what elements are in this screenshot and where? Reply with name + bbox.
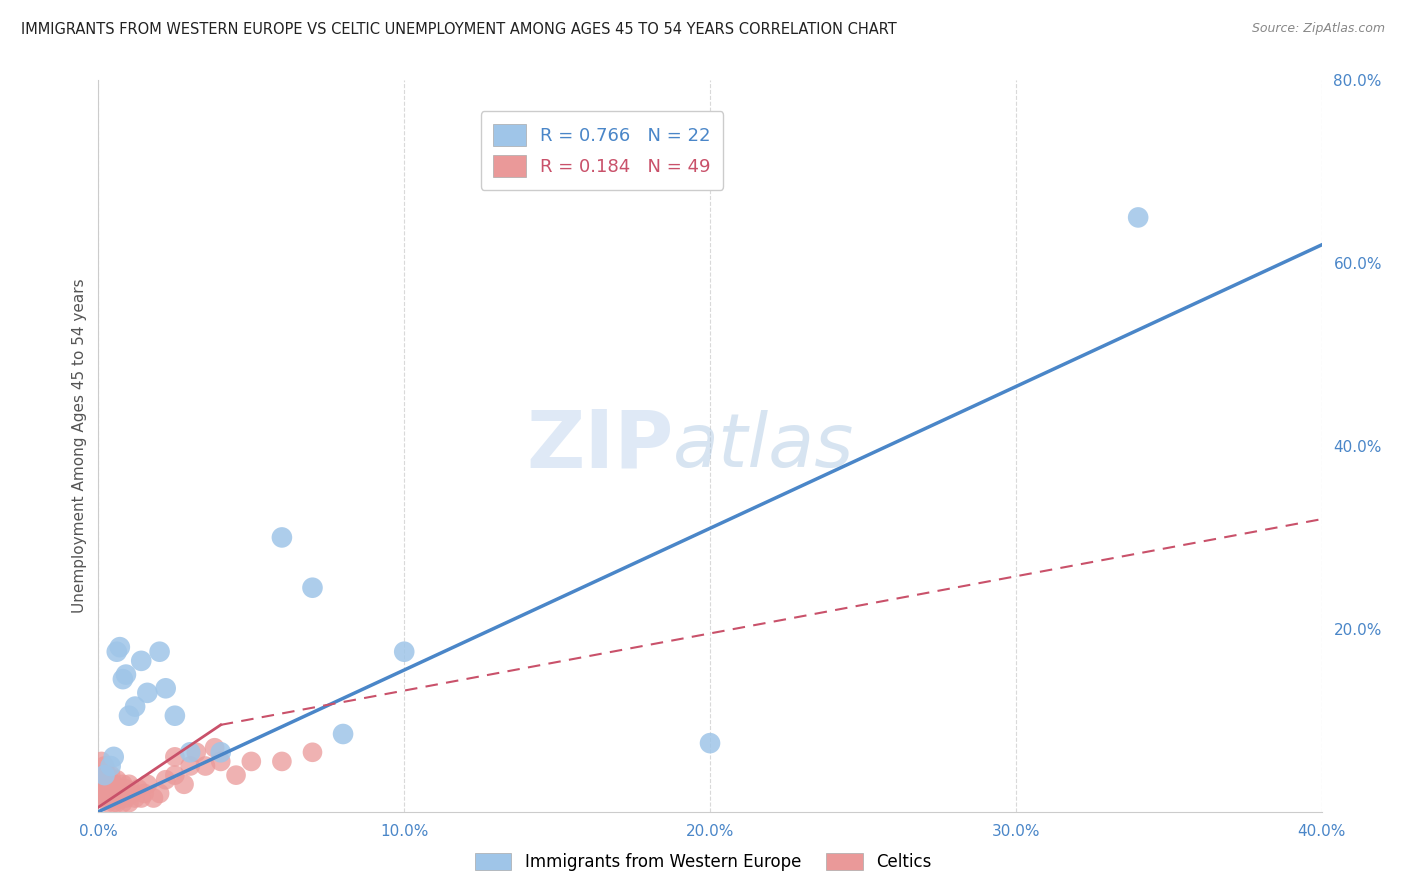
- Point: [134, 787, 156, 801]
- Point: [392, 645, 416, 659]
- Point: [124, 699, 146, 714]
- Point: [270, 530, 292, 544]
- Point: [93, 768, 115, 782]
- Point: [155, 772, 177, 787]
- Point: [111, 796, 134, 810]
- Point: [121, 787, 143, 801]
- Point: [142, 791, 165, 805]
- Point: [97, 768, 120, 782]
- Point: [163, 768, 186, 782]
- Point: [108, 781, 131, 796]
- Legend: Immigrants from Western Europe, Celtics: Immigrants from Western Europe, Celtics: [467, 845, 939, 880]
- Point: [301, 745, 323, 759]
- Legend: R = 0.766   N = 22, R = 0.184   N = 49: R = 0.766 N = 22, R = 0.184 N = 49: [481, 112, 723, 190]
- Point: [240, 755, 263, 769]
- Point: [163, 708, 186, 723]
- Point: [204, 740, 226, 755]
- Point: [100, 768, 122, 782]
- Point: [103, 749, 125, 764]
- Point: [103, 796, 125, 810]
- Point: [149, 787, 172, 801]
- Point: [173, 777, 195, 791]
- Point: [108, 791, 131, 805]
- Text: atlas: atlas: [673, 410, 855, 482]
- Point: [90, 768, 112, 782]
- Y-axis label: Unemployment Among Ages 45 to 54 years: Unemployment Among Ages 45 to 54 years: [72, 278, 87, 614]
- Point: [129, 791, 152, 805]
- Point: [100, 759, 122, 773]
- Point: [179, 745, 201, 759]
- Point: [194, 759, 217, 773]
- Text: ZIP: ZIP: [526, 407, 673, 485]
- Point: [105, 772, 128, 787]
- Point: [118, 777, 141, 791]
- Point: [209, 745, 232, 759]
- Point: [332, 727, 354, 741]
- Point: [1128, 211, 1150, 225]
- Point: [124, 791, 146, 805]
- Point: [163, 749, 186, 764]
- Point: [90, 787, 112, 801]
- Point: [100, 781, 122, 796]
- Point: [136, 777, 159, 791]
- Point: [90, 777, 112, 791]
- Point: [155, 681, 177, 696]
- Point: [93, 781, 115, 796]
- Point: [93, 759, 115, 773]
- Point: [90, 755, 112, 769]
- Text: Source: ZipAtlas.com: Source: ZipAtlas.com: [1251, 22, 1385, 36]
- Point: [97, 787, 120, 801]
- Point: [186, 745, 208, 759]
- Point: [127, 781, 149, 796]
- Point: [301, 581, 323, 595]
- Point: [111, 672, 134, 686]
- Point: [136, 686, 159, 700]
- Text: IMMIGRANTS FROM WESTERN EUROPE VS CELTIC UNEMPLOYMENT AMONG AGES 45 TO 54 YEARS : IMMIGRANTS FROM WESTERN EUROPE VS CELTIC…: [21, 22, 897, 37]
- Point: [103, 777, 125, 791]
- Point: [209, 755, 232, 769]
- Point: [118, 708, 141, 723]
- Point: [118, 796, 141, 810]
- Point: [115, 791, 138, 805]
- Point: [111, 777, 134, 791]
- Point: [93, 791, 115, 805]
- Point: [105, 787, 128, 801]
- Point: [100, 791, 122, 805]
- Point: [149, 645, 172, 659]
- Point: [179, 759, 201, 773]
- Point: [93, 772, 115, 787]
- Point: [115, 781, 138, 796]
- Point: [225, 768, 247, 782]
- Point: [699, 736, 721, 750]
- Point: [105, 645, 128, 659]
- Point: [129, 654, 152, 668]
- Point: [105, 796, 128, 810]
- Point: [97, 796, 120, 810]
- Point: [115, 667, 138, 681]
- Point: [270, 755, 292, 769]
- Point: [108, 640, 131, 655]
- Point: [97, 777, 120, 791]
